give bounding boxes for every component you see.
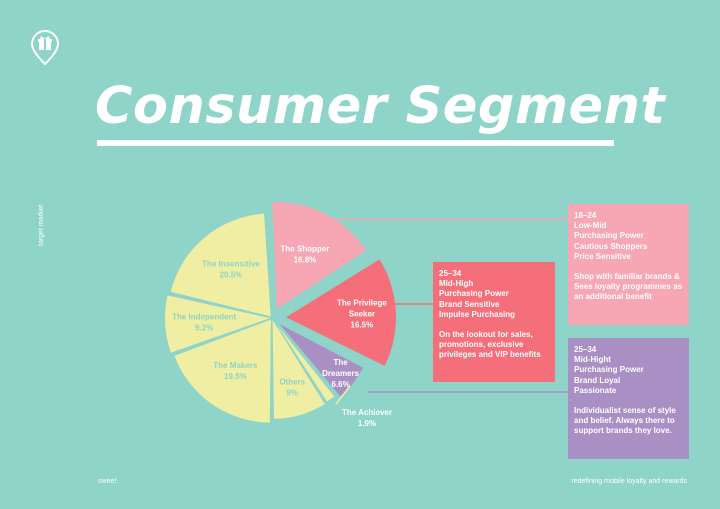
pie-slice-others — [272, 319, 325, 419]
pie-slice-makers — [174, 319, 271, 423]
page-title: Consumer Segment — [95, 77, 666, 136]
footer-brand: swee! — [98, 478, 117, 485]
pie-slice-achiever — [276, 324, 335, 402]
segment-line: Price Sensitive — [574, 251, 631, 261]
segment-box-shopper: 18–24 Low-Mid Purchasing Power Cautious … — [568, 204, 689, 325]
segment-line: Mid-Hight — [574, 355, 611, 365]
gift-pin-logo-icon — [30, 30, 60, 66]
segment-line: Passionate — [574, 385, 617, 395]
segment-line: Brand Loyal — [574, 375, 621, 385]
footer-tagline: redefining mobile loyalty and rewards — [571, 478, 687, 485]
segment-line: Mid-High — [439, 279, 474, 289]
segment-line: Impulse Purchasing — [439, 309, 516, 319]
pie-slice-shopper — [272, 202, 367, 310]
segment-description: On the lookout for sales, promotions, ex… — [439, 330, 541, 360]
pie-label-dreamers: The Dreamers 6.6% — [322, 358, 359, 389]
segment-line: Cautious Shoppers — [574, 241, 648, 251]
segment-line: Purchasing Power — [439, 289, 509, 299]
pie-label-makers: The Makers 19.5% — [213, 361, 258, 381]
pie-label-insensitive: The Insensitive 20.5% — [202, 259, 260, 279]
pie-label-privilege: The Privilege Seeker 16.5% — [337, 299, 387, 330]
pie-slice-privilege — [285, 259, 396, 366]
pie-slice-dreamers — [279, 324, 364, 397]
segment-line: Purchasing Power — [574, 365, 644, 375]
segment-line: Brand Sensitive — [439, 299, 500, 309]
segment-description: Shop with familiar brands & Sees loyalty… — [574, 272, 683, 302]
segment-line: Purchasing Power — [574, 231, 644, 241]
segment-description: Individualist sense of style and belief.… — [574, 406, 676, 436]
segment-line: Low-Mid — [574, 221, 607, 231]
pie-label-shopper: The Shopper 16.8% — [281, 244, 330, 264]
title-underline — [97, 140, 614, 146]
pie-slice-independent — [165, 295, 271, 353]
pie-label-independent: The Independent 9.2% — [172, 312, 236, 332]
segment-line: 18–24 — [574, 211, 597, 220]
segment-line: 25–34 — [439, 269, 462, 278]
pie-label-others: Others 9% — [279, 378, 305, 398]
segment-box-dreamers: 25–34 Mid-Hight Purchasing Power Brand L… — [568, 338, 689, 459]
pie-label-achiever: The Achiever 1.9% — [342, 408, 392, 428]
connector-achiever — [335, 385, 351, 405]
pie-slice-insensitive — [170, 213, 271, 317]
segment-box-privilege-seeker: 25–34 Mid-High Purchasing Power Brand Se… — [433, 262, 555, 382]
segment-line: 25–34 — [574, 345, 597, 354]
